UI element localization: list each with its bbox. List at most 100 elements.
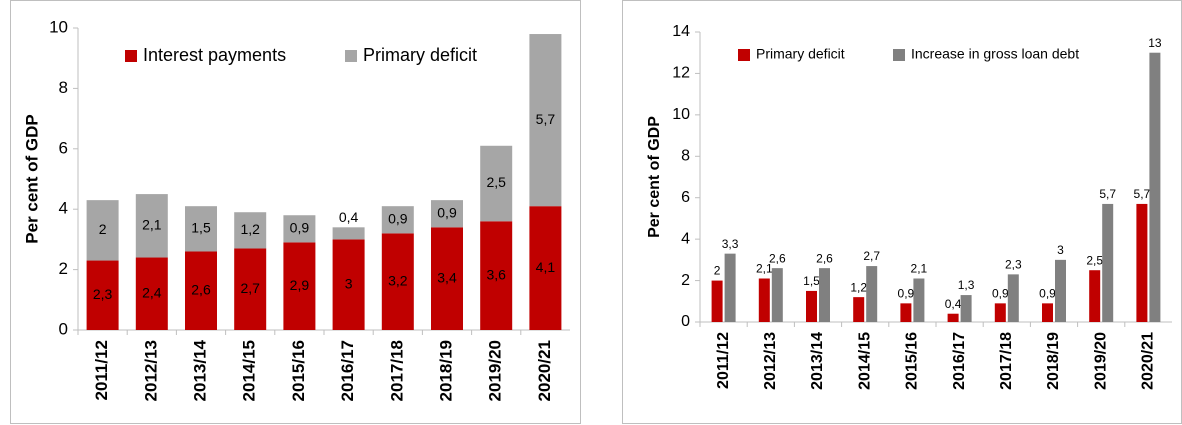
bar-segment xyxy=(529,34,562,207)
data-label: 0,4 xyxy=(945,297,962,311)
bar xyxy=(724,253,736,322)
data-label: 5,7 xyxy=(536,111,556,127)
bar xyxy=(1042,303,1053,322)
bar xyxy=(1149,52,1161,322)
x-tick-label: 2014/15 xyxy=(856,332,873,390)
x-tick-label: 2018/19 xyxy=(436,340,455,401)
y-tick-label: 10 xyxy=(49,17,68,36)
bar xyxy=(947,313,959,322)
x-tick-label: 2017/18 xyxy=(387,340,406,401)
x-tick-label: 2016/17 xyxy=(951,332,968,390)
x-tick-label: 2015/16 xyxy=(289,340,308,401)
bar xyxy=(1102,203,1114,322)
x-tick-label: 2019/20 xyxy=(1092,332,1109,390)
bar-segment xyxy=(332,239,365,330)
legend-swatch xyxy=(738,49,750,61)
bar-segment xyxy=(234,212,267,249)
data-label: 0,9 xyxy=(1039,287,1056,301)
data-label: 2,1 xyxy=(911,262,928,276)
data-label: 2,6 xyxy=(769,251,786,265)
data-label: 4,1 xyxy=(536,259,556,275)
legend-swatch xyxy=(893,49,905,61)
bar-segment xyxy=(480,221,513,330)
bar xyxy=(1089,270,1101,322)
bar xyxy=(900,303,912,322)
bar-segment xyxy=(283,215,316,243)
data-label: 2,1 xyxy=(142,217,162,233)
bar-segment xyxy=(480,145,513,222)
x-tick-label: 2011/12 xyxy=(92,340,111,401)
bar-segment xyxy=(283,242,316,330)
legend-label: Interest payments xyxy=(143,45,286,65)
data-label: 3,4 xyxy=(437,269,457,285)
legend-label: Primary deficit xyxy=(756,46,845,62)
data-label: 2,5 xyxy=(486,174,506,190)
y-tick-label: 2 xyxy=(681,272,690,289)
bar xyxy=(758,278,770,322)
data-label: 2,5 xyxy=(1086,253,1103,267)
x-tick-label: 2017/18 xyxy=(998,332,1015,390)
x-tick-label: 2011/12 xyxy=(715,332,732,389)
y-tick-label: 0 xyxy=(681,313,690,330)
bar xyxy=(819,268,830,322)
bar xyxy=(1055,259,1066,322)
x-tick-label: 2018/19 xyxy=(1045,332,1062,390)
y-tick-label: 0 xyxy=(59,319,68,338)
data-label: 1,5 xyxy=(803,274,820,288)
bar-segment xyxy=(529,206,562,330)
bar-segment xyxy=(431,200,463,228)
bar-segment xyxy=(431,227,463,330)
bar-segment xyxy=(381,206,414,234)
data-label: 0,9 xyxy=(388,210,408,226)
y-tick-label: 14 xyxy=(672,23,690,40)
bar-segment xyxy=(86,200,119,261)
x-tick-label: 2020/21 xyxy=(1140,332,1157,390)
bar xyxy=(806,290,817,322)
bar xyxy=(994,303,1006,322)
bar xyxy=(711,280,723,322)
y-tick-label: 6 xyxy=(681,189,690,206)
legend-label: Primary deficit xyxy=(363,45,477,65)
y-tick-label: 6 xyxy=(59,138,68,157)
y-tick-label: 2 xyxy=(59,259,68,278)
x-tick-label: 2015/16 xyxy=(904,332,921,390)
x-tick-label: 2013/14 xyxy=(809,332,826,390)
legend-label: Increase in gross loan debt xyxy=(911,46,1079,62)
data-label: 1,5 xyxy=(191,220,211,236)
y-axis-label: Per cent of GDP xyxy=(646,116,663,238)
data-label: 2,7 xyxy=(863,249,880,263)
data-label: 3 xyxy=(345,275,353,291)
data-label: 3,2 xyxy=(388,272,408,288)
data-label: 1,3 xyxy=(958,278,975,292)
bar xyxy=(853,297,865,322)
data-label: 0,9 xyxy=(992,287,1009,301)
data-label: 2 xyxy=(714,264,721,278)
y-tick-label: 12 xyxy=(672,65,690,82)
bar-segment xyxy=(185,206,217,252)
bar xyxy=(960,295,972,322)
data-label: 0,4 xyxy=(339,209,359,225)
data-label: 1,2 xyxy=(850,280,867,294)
data-label: 3 xyxy=(1057,243,1064,257)
bar-segment xyxy=(86,260,119,330)
bar-segment xyxy=(381,233,414,330)
data-label: 2,3 xyxy=(1005,258,1022,272)
bar xyxy=(771,268,783,322)
x-tick-label: 2012/13 xyxy=(141,340,160,401)
bar xyxy=(866,266,878,322)
data-label: 2,6 xyxy=(191,281,211,297)
bar-segment xyxy=(135,194,168,258)
data-label: 3,6 xyxy=(486,266,506,282)
data-label: 0,9 xyxy=(290,220,310,236)
data-label: 2 xyxy=(99,221,107,237)
x-tick-label: 2012/13 xyxy=(762,332,779,390)
data-label: 2,3 xyxy=(93,286,113,302)
data-label: 1,2 xyxy=(240,221,260,237)
y-axis-label: Per cent of GDP xyxy=(22,114,41,243)
data-label: 5,7 xyxy=(1099,187,1116,201)
y-tick-label: 8 xyxy=(59,78,68,97)
x-tick-label: 2019/20 xyxy=(486,340,505,401)
legend-swatch xyxy=(345,50,357,62)
bar xyxy=(1136,203,1148,322)
data-label: 13 xyxy=(1148,36,1162,50)
